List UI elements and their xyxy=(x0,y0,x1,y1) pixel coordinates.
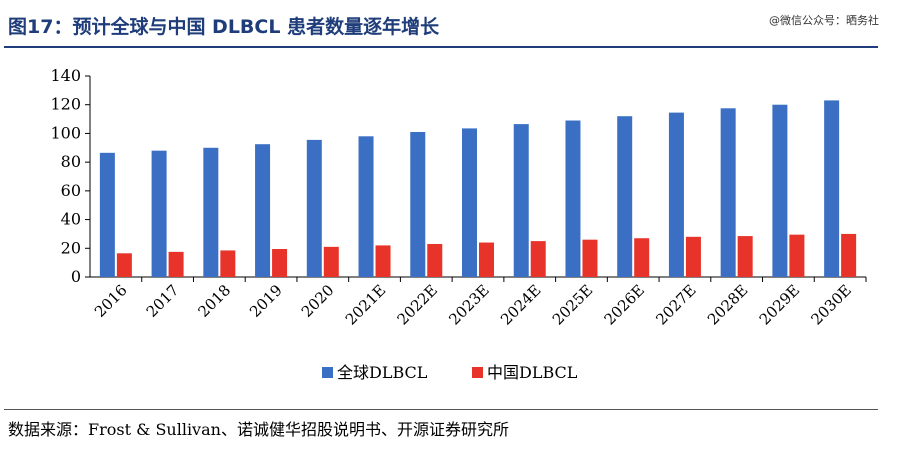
bar-china xyxy=(841,233,857,277)
y-tick-label: 60 xyxy=(61,181,81,200)
x-tick-label: 2024E xyxy=(497,281,544,328)
y-tick-label: 100 xyxy=(50,123,81,142)
bar-china xyxy=(168,251,184,277)
bar-global xyxy=(151,150,167,277)
x-tick-label: 2020 xyxy=(298,281,338,321)
x-tick-label: 2023E xyxy=(445,281,492,328)
y-tick-label: 120 xyxy=(50,95,81,114)
bar-global xyxy=(410,131,426,277)
bar-china xyxy=(634,238,650,277)
bar-china xyxy=(789,234,805,277)
bar-global xyxy=(565,120,581,277)
bar-china xyxy=(116,253,132,277)
bar-global xyxy=(513,124,529,277)
y-tick-label: 20 xyxy=(61,238,81,257)
bar-china xyxy=(220,250,236,277)
y-tick-label: 40 xyxy=(61,210,81,229)
bar-global xyxy=(668,112,684,277)
y-tick-label: 0 xyxy=(71,267,81,286)
source-note: 数据来源：Frost & Sullivan、诺诚健华招股说明书、开源证券研究所 xyxy=(8,420,509,439)
x-tick-label: 2016 xyxy=(91,281,131,321)
bar-china xyxy=(582,239,598,277)
legend-label-china: 中国DLBCL xyxy=(487,363,578,382)
y-tick-label: 80 xyxy=(61,152,81,171)
x-tick-label: 2027E xyxy=(652,281,699,328)
legend-swatch-china xyxy=(472,367,483,378)
bar-china xyxy=(375,245,391,277)
x-tick-label: 2021E xyxy=(342,281,389,328)
bar-china xyxy=(530,241,546,277)
bar-china xyxy=(323,246,339,277)
chart-bars xyxy=(99,100,857,278)
x-tick-label: 2026E xyxy=(601,281,648,328)
legend-label-global: 全球DLBCL xyxy=(337,363,428,382)
watermark-text: @微信公众号：晒务社 xyxy=(769,14,879,27)
bar-global xyxy=(720,108,736,277)
bar-china xyxy=(685,236,701,277)
bar-global xyxy=(617,116,633,277)
bar-global xyxy=(255,144,271,277)
bar-global xyxy=(358,136,374,277)
x-tick-label: 2025E xyxy=(549,281,596,328)
x-tick-label: 2028E xyxy=(704,281,751,328)
bar-china xyxy=(479,242,494,277)
x-tick-label: 2030E xyxy=(807,281,854,328)
bar-global xyxy=(306,139,322,277)
legend-swatch-global xyxy=(322,367,333,378)
bar-global xyxy=(462,128,477,277)
bar-global xyxy=(203,147,219,277)
title-divider xyxy=(4,46,878,48)
bar-global xyxy=(99,152,115,277)
bar-china xyxy=(272,249,288,277)
bar-china xyxy=(737,236,753,277)
figure-title: 图17：预计全球与中国 DLBCL 患者数量逐年增长 xyxy=(8,16,440,38)
x-tick-label: 2019 xyxy=(246,281,286,321)
bar-global xyxy=(824,100,840,278)
x-tick-label: 2017 xyxy=(143,281,183,321)
chart-legend: 全球DLBCL 中国DLBCL xyxy=(322,363,578,382)
bar-china xyxy=(427,243,443,277)
source-divider xyxy=(4,409,878,410)
x-tick-label: 2018 xyxy=(194,281,234,321)
x-tick-label: 2022E xyxy=(394,281,441,328)
x-tick-label: 2029E xyxy=(756,281,803,328)
bar-global xyxy=(772,104,788,277)
y-tick-label: 140 xyxy=(50,66,81,85)
